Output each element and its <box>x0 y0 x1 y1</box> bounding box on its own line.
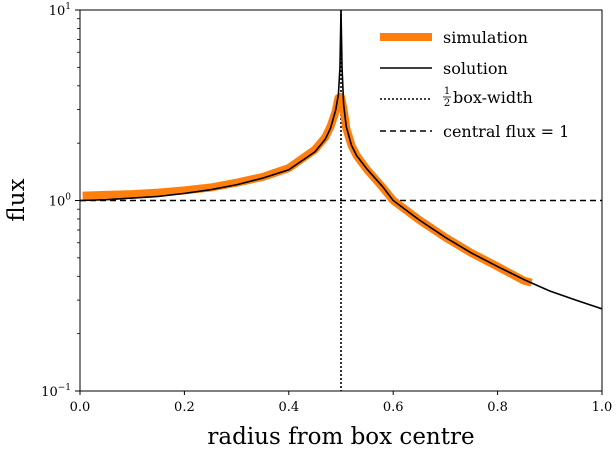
legend-solution-label: solution <box>443 59 508 78</box>
x-tick-label: 0.2 <box>174 400 195 415</box>
y-axis-ticks: 10−1 100 101 <box>41 2 80 400</box>
legend-simulation-label: simulation <box>443 28 528 47</box>
x-tick-label: 1.0 <box>592 400 613 415</box>
x-axis-label: radius from box centre <box>207 424 474 450</box>
series-solution-line <box>80 10 602 310</box>
legend-half-box-frac-den: 2 <box>444 98 450 109</box>
y-tick-label: 100 <box>49 193 72 210</box>
y-axis-label: flux <box>4 178 30 221</box>
x-axis-ticks: 0.0 0.2 0.4 0.6 0.8 1.0 <box>70 391 613 415</box>
y-tick-label: 101 <box>49 2 71 19</box>
y-tick-label: 10−1 <box>41 383 71 400</box>
legend-central-flux-label: central flux = 1 <box>443 122 569 141</box>
x-tick-label: 0.6 <box>383 400 404 415</box>
legend-half-box-label: box-width <box>453 88 533 107</box>
series-layer <box>80 10 602 310</box>
x-tick-label: 0.4 <box>278 400 299 415</box>
reference-lines <box>80 10 602 391</box>
x-tick-label: 0.8 <box>487 400 508 415</box>
legend: simulation solution 1 2 box-width centra… <box>380 28 569 141</box>
legend-half-box-frac-num: 1 <box>444 86 450 97</box>
x-tick-label: 0.0 <box>70 400 91 415</box>
